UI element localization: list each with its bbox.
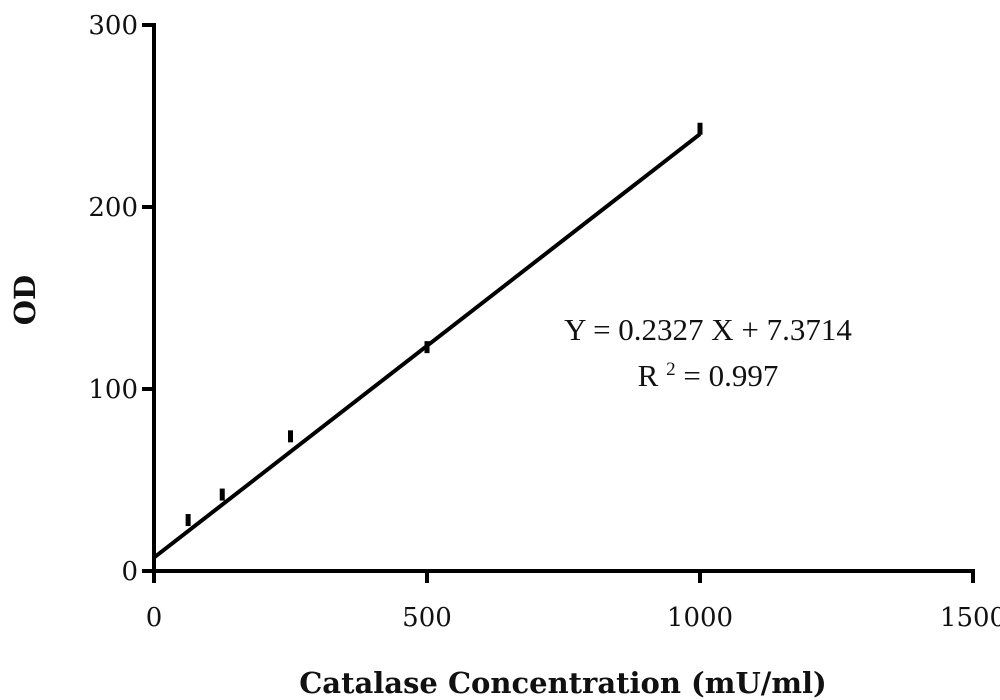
y-tick-label: 300 [88,11,138,41]
x-tick-label: 500 [402,603,452,633]
y-axis-ticks: 0 100 200 300 [88,11,154,587]
regression-equation: Y = 0.2327 X + 7.3714 [564,312,852,347]
r-squared-value: = 0.997 [683,358,778,393]
x-tick-label: 1500 [940,603,1000,633]
x-tick-label: 0 [146,603,163,633]
data-points [185,122,703,527]
x-tick-label: 1000 [667,603,733,633]
x-axis-ticks: 0 500 1000 1500 [146,571,1000,633]
y-tick-label: 200 [88,193,138,223]
y-tick-label: 100 [88,375,138,405]
data-point [288,430,293,443]
data-point [697,122,703,135]
r-squared-prefix: R [638,358,659,393]
data-point [424,341,430,354]
r-squared-superscript: 2 [666,359,676,380]
data-point [219,488,225,501]
data-point [185,514,191,527]
y-tick-label: 0 [121,557,138,587]
r-squared: R 2 = 0.997 [638,347,779,393]
x-axis-title: Catalase Concentration (mU/ml) [299,666,827,700]
y-axis-title: OD [8,275,42,325]
